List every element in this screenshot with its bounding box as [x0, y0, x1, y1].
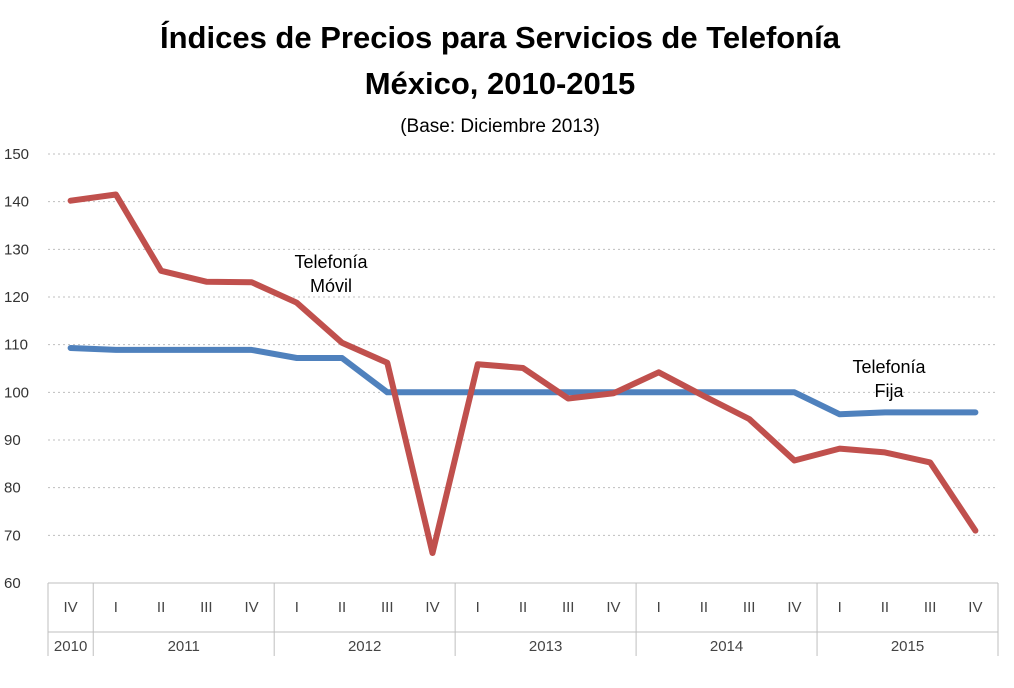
- annotation-movil-line2: Móvil: [310, 276, 352, 296]
- y-tick-label: 140: [4, 194, 29, 211]
- quarter-label: II: [157, 599, 165, 616]
- y-tick-label: 120: [4, 289, 29, 306]
- y-tick-label: 60: [4, 575, 21, 592]
- y-tick-label: 70: [4, 527, 21, 544]
- quarter-label: III: [924, 599, 937, 616]
- series-line-fija: [67, 345, 979, 418]
- quarter-label: I: [838, 599, 842, 616]
- quarter-label: IV: [606, 599, 620, 616]
- annotation-movil-line1: Telefonía: [294, 252, 368, 272]
- chart-title-line2: México, 2010-2015: [364, 66, 636, 101]
- quarter-label: II: [519, 599, 527, 616]
- quarter-label: I: [476, 599, 480, 616]
- y-axis: 60 70 80 90 100 110 120 130 140 150: [4, 146, 29, 592]
- quarter-label: I: [295, 599, 299, 616]
- year-label: 2014: [710, 638, 743, 655]
- y-tick-label: 100: [4, 384, 29, 401]
- quarter-label: IV: [244, 599, 258, 616]
- year-label: 2013: [529, 638, 562, 655]
- y-tick-label: 80: [4, 480, 21, 497]
- quarter-label: I: [657, 599, 661, 616]
- quarter-label: II: [700, 599, 708, 616]
- quarter-label: IV: [787, 599, 801, 616]
- series-lines: [67, 191, 979, 556]
- year-label: 2011: [168, 638, 200, 655]
- y-tick-label: 110: [4, 337, 28, 354]
- annotation-fija-line2: Fija: [874, 381, 904, 401]
- year-label: 2010: [54, 638, 87, 655]
- quarter-label: III: [381, 599, 394, 616]
- quarter-label: II: [881, 599, 889, 616]
- y-tick-label: 130: [4, 241, 29, 258]
- quarter-label: III: [562, 599, 575, 616]
- quarter-label: III: [200, 599, 213, 616]
- annotation-fija-line1: Telefonía: [852, 357, 926, 377]
- quarter-label: IV: [968, 599, 982, 616]
- quarter-label: II: [338, 599, 346, 616]
- year-label: 2015: [891, 638, 924, 655]
- chart-subtitle: (Base: Diciembre 2013): [400, 116, 600, 137]
- annotations: Telefonía Móvil Telefonía Fija: [294, 252, 926, 401]
- year-label: 2012: [348, 638, 381, 655]
- y-tick-label: 150: [4, 146, 29, 163]
- grid-lines: [48, 153, 998, 536]
- quarter-label: IV: [425, 599, 439, 616]
- x-axis: IV I II III IV I II III IV I II III IV I II III IV I II III…: [47, 582, 999, 656]
- quarter-label: I: [114, 599, 118, 616]
- quarter-label: IV: [64, 599, 78, 616]
- quarter-label: III: [743, 599, 756, 616]
- series-line-movil: [67, 191, 979, 556]
- chart-title: Índices de Precios para Servicios de Tel…: [160, 20, 840, 55]
- y-tick-label: 90: [4, 432, 21, 449]
